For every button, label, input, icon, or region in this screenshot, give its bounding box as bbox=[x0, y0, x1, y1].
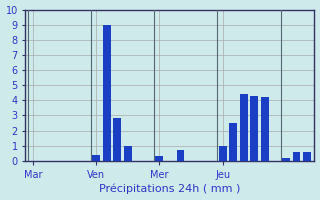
Bar bbox=[92, 155, 100, 161]
Bar bbox=[229, 123, 237, 161]
Bar bbox=[156, 156, 163, 161]
Bar bbox=[261, 97, 269, 161]
Bar bbox=[177, 150, 184, 161]
X-axis label: Précipitations 24h ( mm ): Précipitations 24h ( mm ) bbox=[99, 184, 241, 194]
Bar bbox=[113, 118, 121, 161]
Bar bbox=[219, 146, 227, 161]
Bar bbox=[250, 96, 258, 161]
Bar bbox=[240, 94, 248, 161]
Bar bbox=[103, 25, 111, 161]
Bar bbox=[303, 152, 311, 161]
Bar bbox=[292, 152, 300, 161]
Bar bbox=[124, 146, 132, 161]
Bar bbox=[282, 158, 290, 161]
